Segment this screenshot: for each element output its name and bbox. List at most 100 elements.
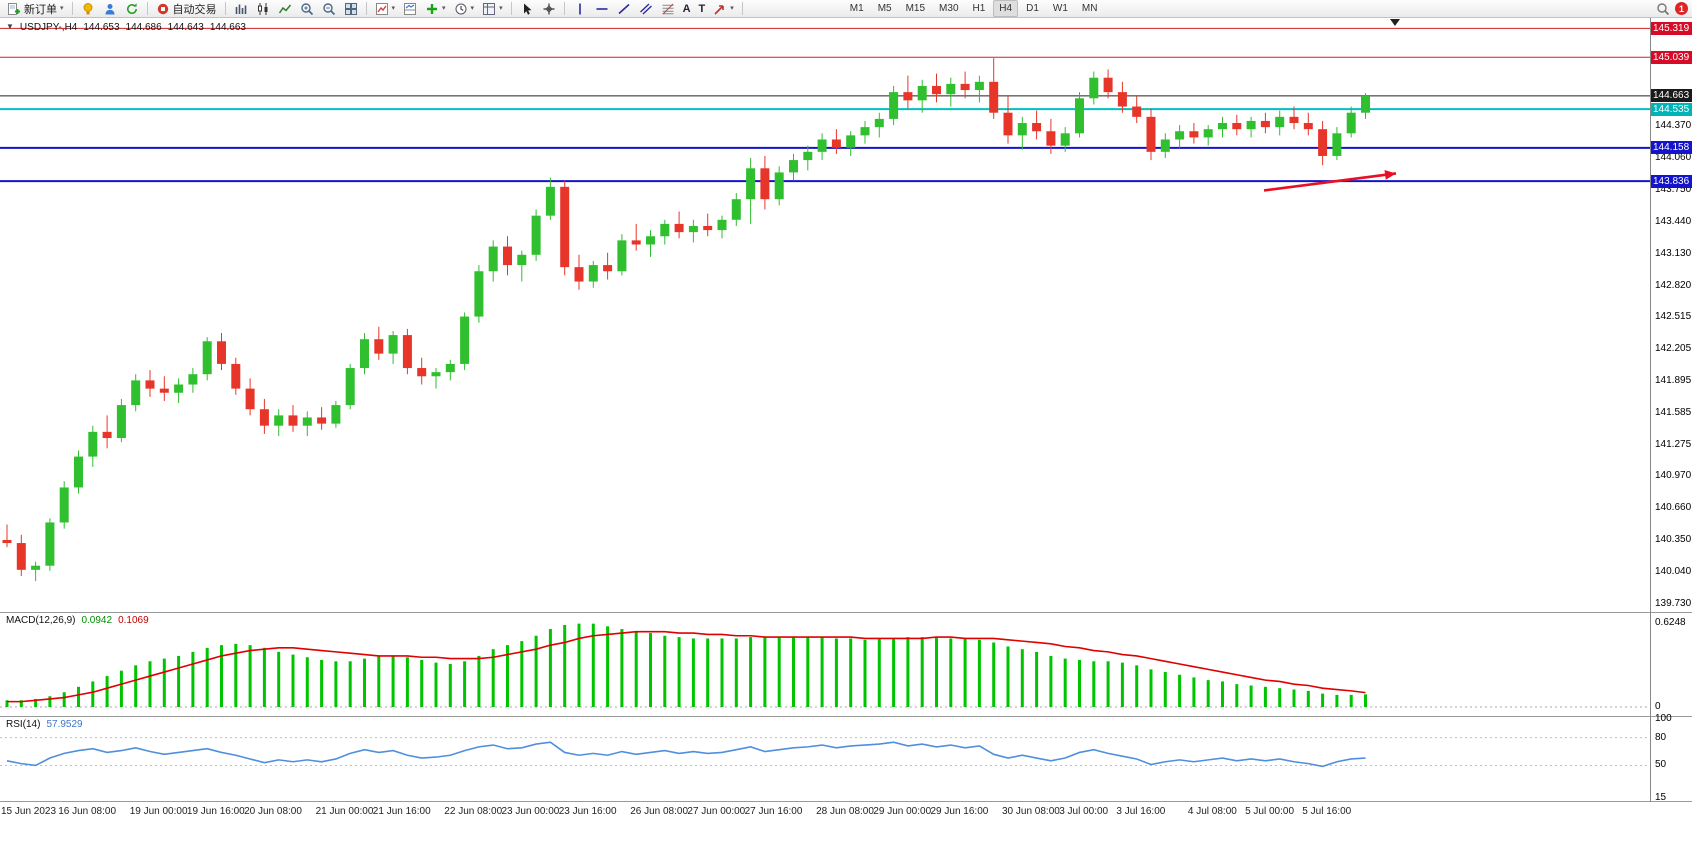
indicators-button[interactable]: ▾ xyxy=(372,1,399,16)
symbol-timeframe-label: USDJPY-,H4 xyxy=(19,22,78,33)
timeframe-button-m1[interactable]: M1 xyxy=(849,3,864,14)
autotrade-button[interactable]: 自动交易 xyxy=(153,1,220,16)
chart-shift-marker[interactable] xyxy=(1390,19,1400,26)
price-axis-border xyxy=(1650,18,1651,802)
periods-button[interactable]: ▾ xyxy=(451,1,478,16)
cursor-tool-button[interactable] xyxy=(517,1,537,16)
time-tick-label: 20 Jun 08:00 xyxy=(244,806,302,817)
macd-signal-value: 0.1069 xyxy=(118,615,149,626)
time-tick-label: 23 Jun 16:00 xyxy=(558,806,617,817)
time-tick-label: 29 Jun 00:00 xyxy=(873,806,932,817)
price-badge: 144.158 xyxy=(1651,141,1692,155)
price-tick-label: 140.040 xyxy=(1655,565,1692,577)
chevron-down-icon: ▾ xyxy=(391,5,396,12)
timeframe-button-m5[interactable]: M5 xyxy=(877,3,892,14)
timeframe-button-m15[interactable]: M15 xyxy=(905,3,926,14)
time-tick-label: 22 Jun 08:00 xyxy=(444,806,503,817)
candlestick-type-button[interactable] xyxy=(253,1,273,16)
timeframe-button-h1[interactable]: H1 xyxy=(972,3,986,14)
horizontal-line-icon xyxy=(596,7,608,10)
chevron-down-icon: ▾ xyxy=(730,5,734,12)
refresh-icon xyxy=(126,2,137,14)
close-value: 144.663 xyxy=(209,22,246,33)
rsi-axis-label: 15 xyxy=(1655,792,1667,803)
timeframe-button-mn[interactable]: MN xyxy=(1081,3,1098,14)
time-tick-label: 5 Jul 16:00 xyxy=(1302,806,1352,817)
autotrade-label: 自动交易 xyxy=(172,3,217,16)
arrows-tool-button[interactable]: ▾ xyxy=(710,1,737,16)
annotation-arrow[interactable] xyxy=(1263,172,1397,192)
mql-market-button[interactable] xyxy=(78,1,98,16)
timeframe-button-w1[interactable]: W1 xyxy=(1052,3,1068,14)
macd-signal-line xyxy=(7,630,1366,703)
add-indicator-button[interactable]: ▾ xyxy=(422,1,449,16)
crosshair-tool-button[interactable] xyxy=(539,1,559,16)
templates-button[interactable]: ▾ xyxy=(479,1,506,16)
community-button[interactable] xyxy=(100,1,120,16)
price-tick-label: 139.730 xyxy=(1655,597,1692,609)
panel-separator[interactable] xyxy=(0,716,1692,717)
label-tool-button[interactable]: T xyxy=(696,1,709,16)
timeframe-button-m30[interactable]: M30 xyxy=(939,3,959,14)
tile-windows-button[interactable] xyxy=(341,1,361,16)
trendline-tool-button[interactable] xyxy=(614,1,634,16)
price-tick-label: 143.130 xyxy=(1655,247,1692,259)
fibonacci-icon xyxy=(662,3,674,14)
chevron-down-icon: ▾ xyxy=(499,5,503,12)
timeframe-button-h4[interactable]: H4 xyxy=(993,0,1019,17)
macd-name: MACD(12,26,9) xyxy=(6,615,76,626)
channel-tool-button[interactable] xyxy=(636,1,656,16)
panel-separator[interactable] xyxy=(0,801,1692,802)
search-icon xyxy=(1657,2,1670,15)
price-tick-label: 143.750 xyxy=(1655,183,1692,195)
price-tick-label: 142.820 xyxy=(1655,279,1692,291)
bar-chart-type-button[interactable] xyxy=(231,1,251,16)
time-tick-label: 28 Jun 08:00 xyxy=(816,806,874,817)
time-tick-label: 19 Jun 00:00 xyxy=(129,806,188,817)
line-chart-icon xyxy=(278,4,291,13)
time-axis[interactable]: 15 Jun 2023 16 Jun 08:00 19 Jun 00:00 19 Ju… xyxy=(0,802,1650,844)
time-tick-label: 27 Jun 16:00 xyxy=(744,806,803,817)
tile-windows-icon xyxy=(344,2,357,15)
candles-layer xyxy=(2,58,1370,582)
macd-indicator-panel[interactable] xyxy=(0,613,1650,715)
clock-icon xyxy=(455,3,467,14)
panel-separator[interactable] xyxy=(0,612,1692,613)
price-axis[interactable]: 144.370 144.060 143.750 143.440 143.130 142.8… xyxy=(1651,18,1692,803)
time-tick-label: 5 Jul 00:00 xyxy=(1245,806,1295,817)
rsi-line xyxy=(6,741,1366,768)
main-price-chart[interactable] xyxy=(0,18,1650,611)
macd-main-value: 0.0942 xyxy=(81,615,113,626)
text-tool-button[interactable]: A xyxy=(680,1,694,16)
refresh-button[interactable] xyxy=(122,1,142,16)
toolbar-separator xyxy=(146,2,148,15)
toolbar-separator xyxy=(365,2,367,15)
macd-label-row: MACD(12,26,9) 0.0942 0.1069 xyxy=(6,615,149,626)
annotation-arrow-head[interactable] xyxy=(1384,170,1396,180)
time-tick-label: 23 Jun 00:00 xyxy=(501,806,560,817)
notification-badge[interactable]: 1 xyxy=(1675,2,1688,15)
macd-histogram xyxy=(5,623,1367,707)
new-order-button[interactable]: 新订单 ▾ xyxy=(4,1,67,16)
time-tick-label: 21 Jun 16:00 xyxy=(372,806,431,817)
time-tick-label: 26 Jun 08:00 xyxy=(630,806,689,817)
indicator-chart-icon xyxy=(375,2,388,15)
price-badge: 144.663 xyxy=(1651,89,1692,103)
time-tick-label: 19 Jun 16:00 xyxy=(186,806,245,817)
new-order-icon xyxy=(8,2,20,15)
indicator-window-button[interactable] xyxy=(400,1,420,16)
chevron-down-icon: ▾ xyxy=(442,5,446,12)
zoom-out-button[interactable] xyxy=(319,1,339,16)
vertical-line-tool-button[interactable] xyxy=(570,1,590,16)
search-button[interactable] xyxy=(1653,1,1673,16)
indicator-window-icon xyxy=(404,2,417,15)
timeframe-button-d1[interactable]: D1 xyxy=(1026,3,1039,14)
toolbar-separator xyxy=(741,2,743,15)
rsi-indicator-panel[interactable] xyxy=(0,717,1650,800)
one-click-panel-toggle[interactable]: ▼ xyxy=(6,22,14,31)
fibonacci-tool-button[interactable] xyxy=(658,1,678,16)
time-tick-label: 3 Jul 00:00 xyxy=(1059,806,1109,817)
zoom-in-button[interactable] xyxy=(297,1,317,16)
horizontal-line-tool-button[interactable] xyxy=(592,1,612,16)
line-chart-type-button[interactable] xyxy=(275,1,295,16)
